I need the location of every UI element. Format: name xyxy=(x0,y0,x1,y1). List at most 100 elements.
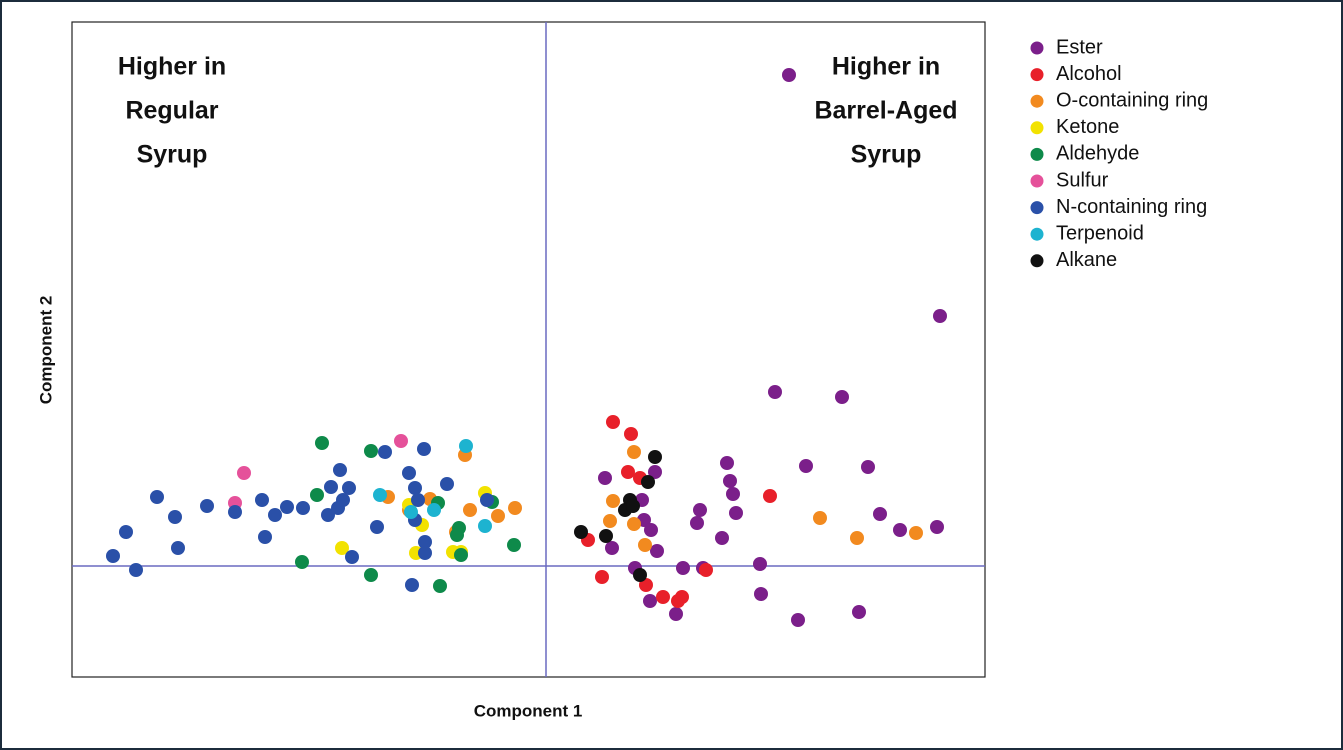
point xyxy=(228,505,242,519)
point xyxy=(508,501,522,515)
annotation: Syrup xyxy=(137,141,208,169)
point xyxy=(644,523,658,537)
point xyxy=(641,475,655,489)
point xyxy=(295,555,309,569)
point xyxy=(402,466,416,480)
annotation: Higher in xyxy=(832,53,940,81)
point xyxy=(237,466,251,480)
y-axis-label: Component 2 xyxy=(36,296,55,405)
annotation: Regular xyxy=(125,97,218,125)
point xyxy=(480,493,494,507)
point xyxy=(720,456,734,470)
legend-label: Alcohol xyxy=(1056,63,1122,85)
point xyxy=(418,535,432,549)
point xyxy=(852,605,866,619)
point xyxy=(699,563,713,577)
point xyxy=(296,501,310,515)
point xyxy=(364,568,378,582)
point xyxy=(753,557,767,571)
point xyxy=(799,459,813,473)
point xyxy=(150,490,164,504)
point xyxy=(690,516,704,530)
point xyxy=(280,500,294,514)
point xyxy=(621,465,635,479)
point xyxy=(200,499,214,513)
point xyxy=(450,528,464,542)
point xyxy=(693,503,707,517)
point xyxy=(478,519,492,533)
point xyxy=(335,541,349,555)
point xyxy=(605,541,619,555)
point xyxy=(782,68,796,82)
point xyxy=(418,546,432,560)
point xyxy=(669,607,683,621)
point xyxy=(861,460,875,474)
point xyxy=(345,550,359,564)
point xyxy=(106,549,120,563)
point xyxy=(768,385,782,399)
point xyxy=(463,503,477,517)
point xyxy=(648,450,662,464)
point xyxy=(648,465,662,479)
point xyxy=(671,594,685,608)
legend-label: Ester xyxy=(1056,36,1103,58)
point xyxy=(404,505,418,519)
point xyxy=(417,442,431,456)
point xyxy=(715,531,729,545)
x-axis-label: Component 1 xyxy=(474,701,583,720)
legend-marker xyxy=(1030,94,1044,108)
legend-marker xyxy=(1030,121,1044,135)
point xyxy=(433,579,447,593)
point xyxy=(603,514,617,528)
point xyxy=(624,427,638,441)
point xyxy=(599,529,613,543)
point xyxy=(835,390,849,404)
point xyxy=(643,594,657,608)
legend-marker xyxy=(1030,174,1044,188)
point xyxy=(394,434,408,448)
point xyxy=(378,445,392,459)
annotation: Higher in xyxy=(118,53,226,81)
annotation: Syrup xyxy=(851,141,922,169)
point xyxy=(893,523,907,537)
legend-label: Ketone xyxy=(1056,116,1119,138)
point xyxy=(633,568,647,582)
point xyxy=(171,541,185,555)
point xyxy=(507,538,521,552)
legend-label: Sulfur xyxy=(1056,169,1109,191)
legend-label: Aldehyde xyxy=(1056,143,1139,165)
point xyxy=(405,578,419,592)
point xyxy=(411,493,425,507)
point xyxy=(729,506,743,520)
point xyxy=(813,511,827,525)
point xyxy=(606,415,620,429)
point xyxy=(268,508,282,522)
point xyxy=(310,488,324,502)
legend-marker xyxy=(1030,227,1044,241)
point xyxy=(595,570,609,584)
point xyxy=(168,510,182,524)
plot-area xyxy=(71,21,986,678)
legend-marker xyxy=(1030,201,1044,215)
point xyxy=(638,538,652,552)
legend-marker xyxy=(1030,41,1044,55)
point xyxy=(574,525,588,539)
point xyxy=(933,309,947,323)
point xyxy=(129,563,143,577)
point xyxy=(336,493,350,507)
legend-marker xyxy=(1030,147,1044,161)
point xyxy=(321,508,335,522)
point xyxy=(656,590,670,604)
point xyxy=(324,480,338,494)
point xyxy=(909,526,923,540)
point xyxy=(315,436,329,450)
point xyxy=(258,530,272,544)
point xyxy=(791,613,805,627)
point xyxy=(626,499,640,513)
legend-label: N-containing ring xyxy=(1056,196,1207,218)
point xyxy=(491,509,505,523)
point xyxy=(459,439,473,453)
point xyxy=(598,471,612,485)
point xyxy=(408,481,422,495)
